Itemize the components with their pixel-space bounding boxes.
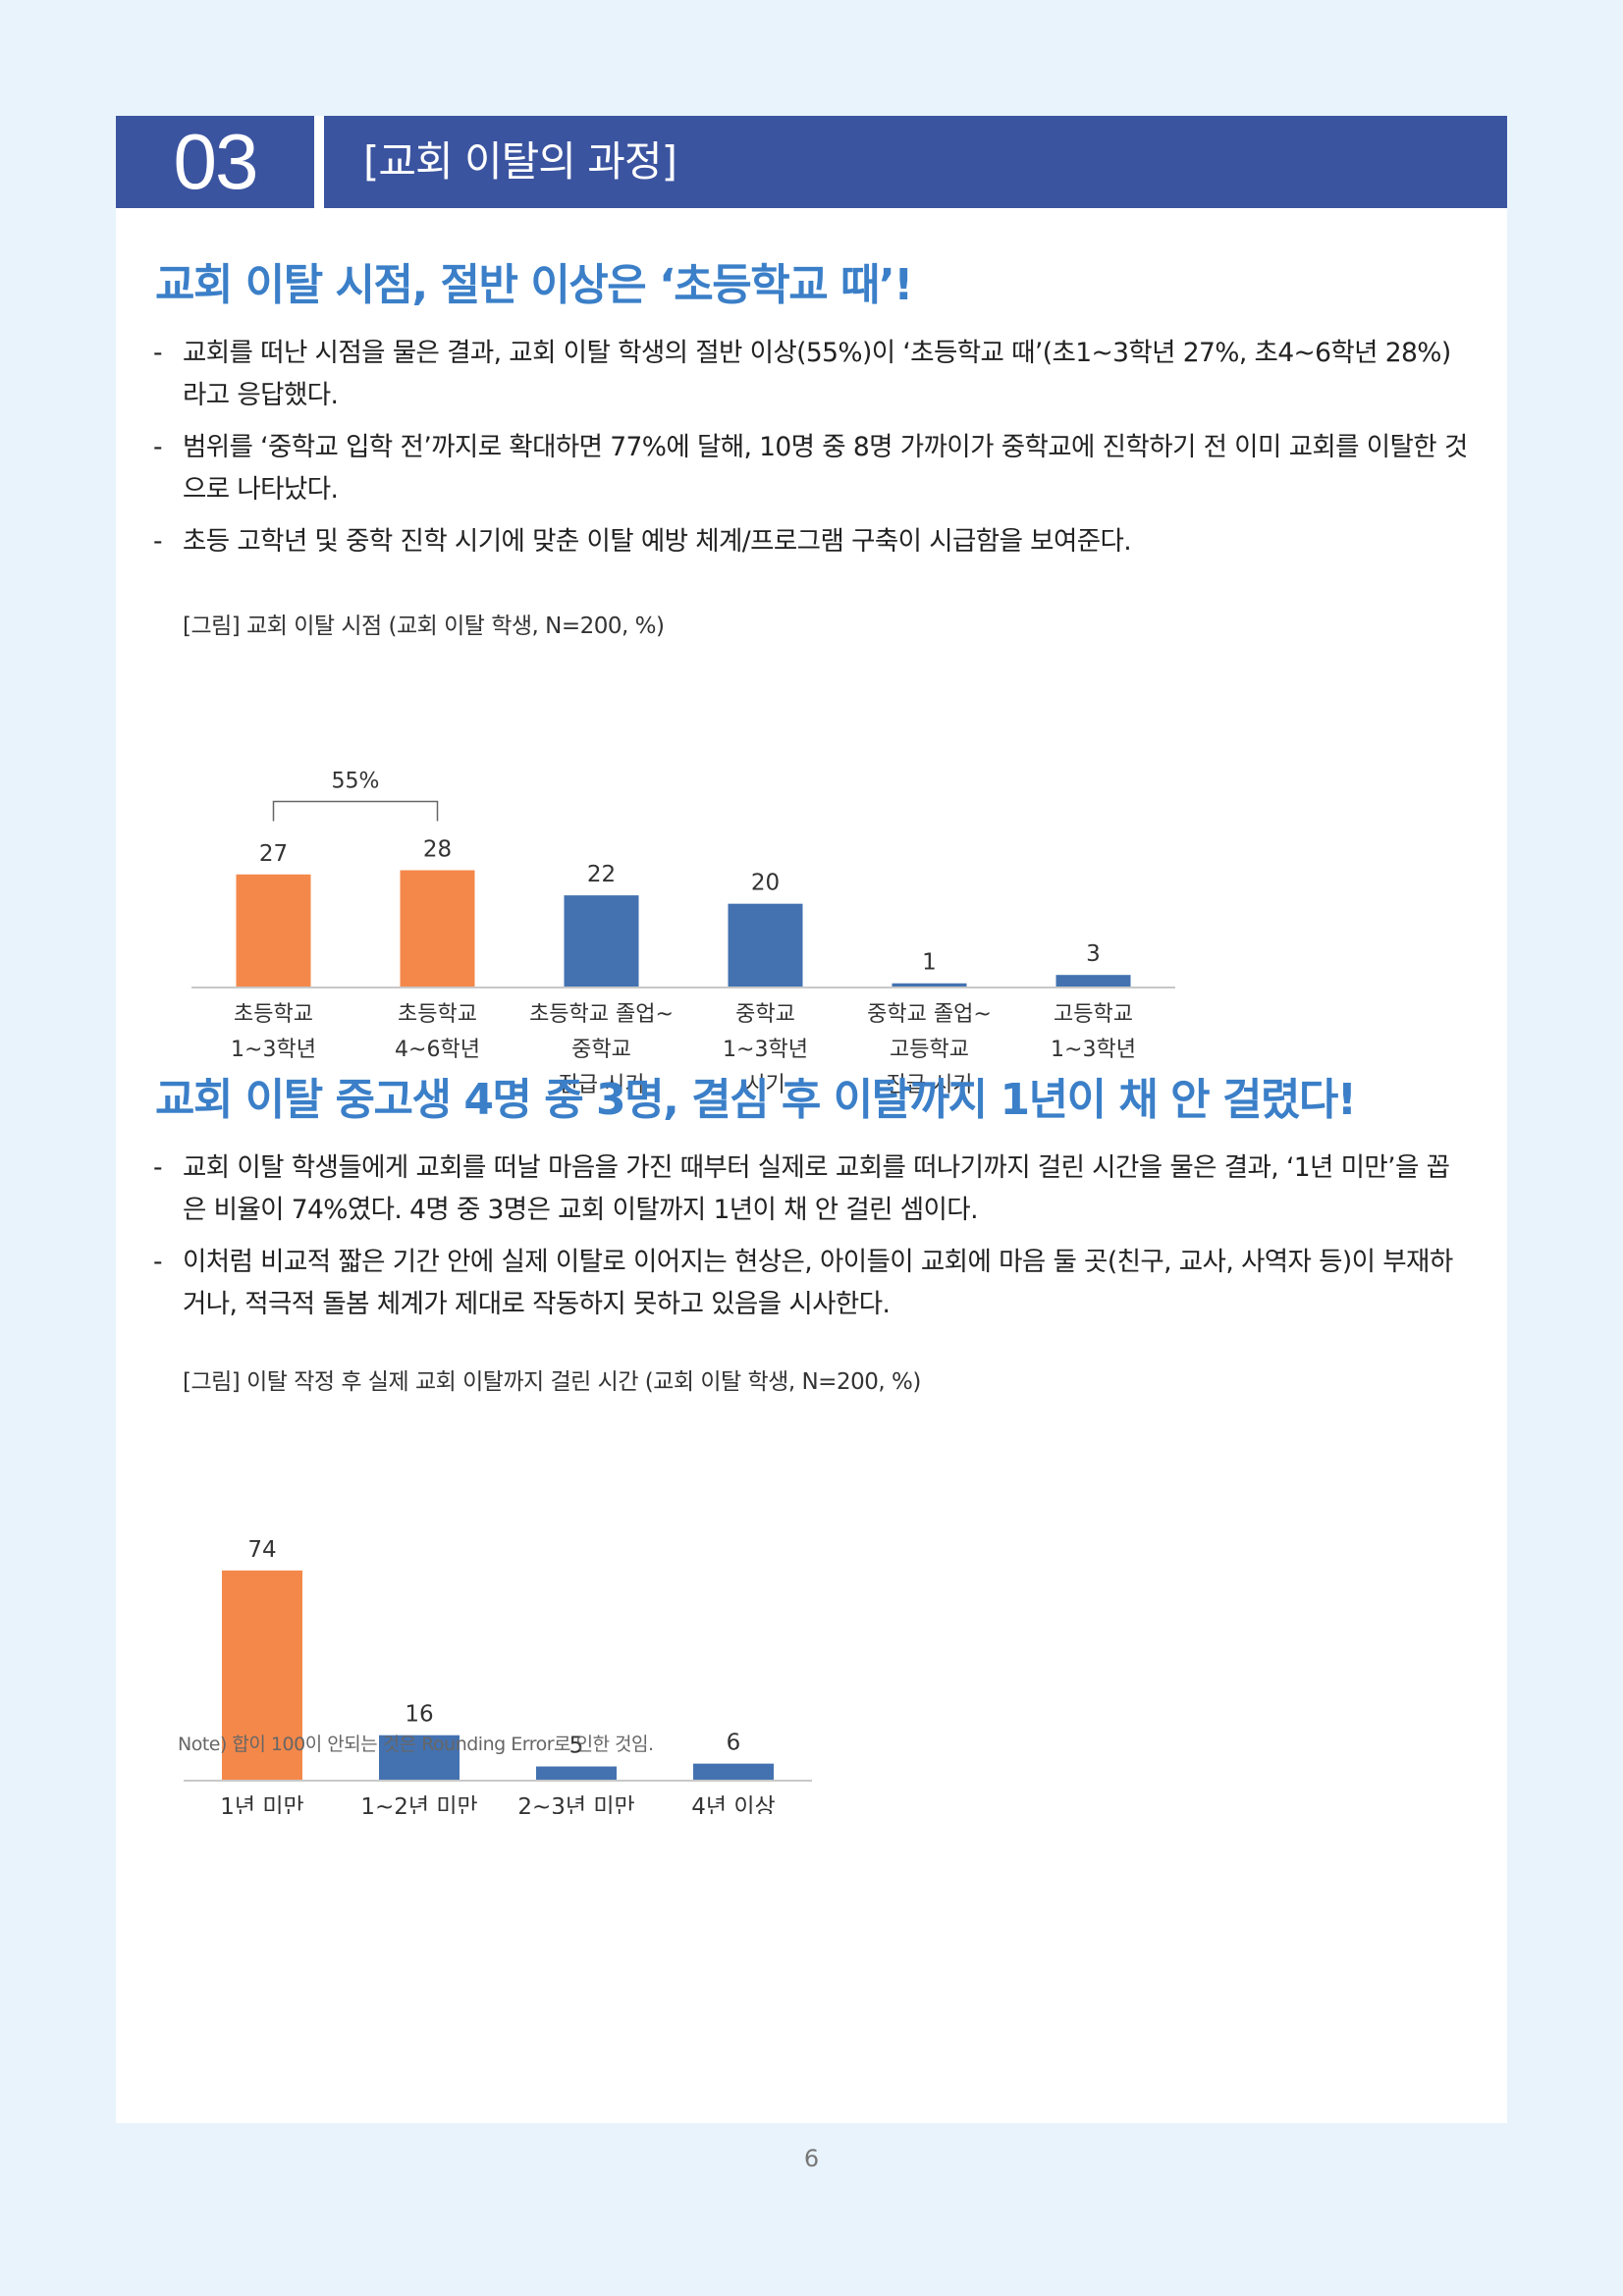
data-label: 1 [922,950,937,976]
data-label: 27 [259,841,288,867]
bar [1055,975,1131,988]
category-label: 초등학교 졸업~ [529,1002,674,1027]
bullet-item: 범위를 ‘중학교 입학 전’까지로 확대하면 77%에 달해, 10명 중 8명… [153,426,1469,510]
bullet-item: 이처럼 비교적 짧은 기간 안에 실제 이탈로 이어지는 현상은, 아이들이 교… [153,1241,1469,1325]
category-label: 1년 미만 [220,1794,303,1814]
category-label: 1~3학년 [723,1038,808,1062]
data-label: 3 [1086,941,1101,967]
bar [892,983,967,988]
bullet-item: 초등 고학년 및 중학 진학 시기에 맞춘 이탈 예방 체계/프로그램 구축이 … [153,520,1469,562]
bar [693,1763,774,1781]
category-label: 중학교 졸업~ [867,1002,992,1027]
bar [379,1735,460,1781]
data-label: 20 [751,871,780,896]
bar [728,903,803,988]
category-label: 진급 시기 [887,1073,973,1097]
bracket [272,800,439,822]
figure-caption-2: [그림] 이탈 작정 후 실제 교회 이탈까지 걸린 시간 (교회 이탈 학생,… [183,1369,921,1395]
data-label: 6 [727,1731,741,1756]
data-label: 5 [569,1734,584,1759]
section-number: 03 [116,116,314,208]
category-label: 진급 시기 [559,1073,645,1097]
category-label: 1~3학년 [231,1038,316,1062]
category-label: 중학교 [735,1002,795,1027]
category-label: 고등학교 [890,1038,969,1062]
bar [564,895,639,988]
category-label: 4~6학년 [395,1038,480,1062]
page: 03 [교회 이탈의 과정] 교회 이탈 시점, 절반 이상은 ‘초등학교 때’… [116,116,1507,2123]
bar [536,1766,617,1781]
category-label: 초등학교 [398,1002,477,1027]
bullet-item: 교회 이탈 학생들에게 교회를 떠날 마음을 가진 때부터 실제로 교회를 떠나… [153,1147,1469,1231]
category-label: 4년 이상 [691,1794,775,1814]
data-label: 22 [587,862,616,887]
bar [400,870,475,988]
bar [236,874,311,988]
bracket-label: 55% [332,770,380,794]
data-label: 28 [423,837,452,863]
headline-1: 교회 이탈 시점, 절반 이상은 ‘초등학교 때’! [155,260,913,310]
section-title: [교회 이탈의 과정] [324,116,1507,208]
headline-2: 교회 이탈 중고생 4명 중 3명, 결심 후 이탈까지 1년이 채 안 걸렸다… [155,1075,1357,1125]
category-label: 중학교 [571,1038,631,1062]
category-label: 2~3년 미만 [517,1794,634,1814]
rounding-note: Note) 합이 100이 안되는 것은 Rounding Error로 인한 … [178,1734,654,1755]
category-label: 시기 [745,1073,784,1097]
bullet-list-2: 교회 이탈 학생들에게 교회를 떠날 마음을 가진 때부터 실제로 교회를 떠나… [153,1147,1469,1335]
chart-time-to-leave: 74 1년 미만 16 1~2년 미만 5 2~3년 미만 6 4년 이상 [184,1537,812,1814]
category-label: 1~3학년 [1051,1038,1136,1062]
bar [222,1570,302,1781]
figure-caption-1: [그림] 교회 이탈 시점 (교회 이탈 학생, N=200, %) [183,614,665,639]
bullet-list-1: 교회를 떠난 시점을 물은 결과, 교회 이탈 학생의 절반 이상(55%)이 … [153,332,1469,572]
category-label: 고등학교 [1054,1002,1133,1027]
category-label: 초등학교 [234,1002,313,1027]
data-label: 16 [405,1702,433,1728]
bullet-item: 교회를 떠난 시점을 물은 결과, 교회 이탈 학생의 절반 이상(55%)이 … [153,332,1469,416]
category-label: 1~2년 미만 [360,1794,477,1814]
page-number: 6 [803,2145,820,2172]
data-label: 74 [247,1537,276,1563]
